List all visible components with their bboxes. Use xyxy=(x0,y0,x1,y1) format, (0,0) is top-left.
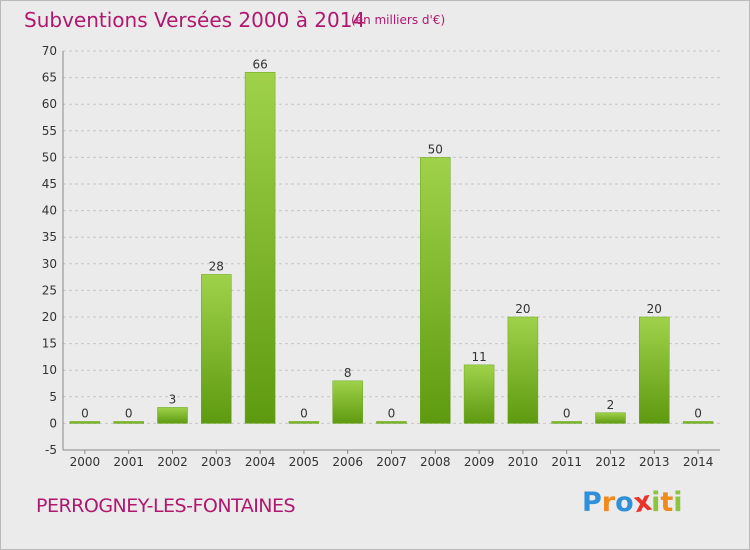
x-tick-label: 2009 xyxy=(464,455,495,469)
chart-title: Subventions Versées 2000 à 2014 xyxy=(24,8,366,32)
logo-letter: o xyxy=(615,487,634,518)
x-tick-label: 2012 xyxy=(595,455,626,469)
y-tick-label: 60 xyxy=(42,97,57,111)
logo-letter: r xyxy=(601,487,616,518)
chart-subtitle: (en milliers d'€) xyxy=(351,13,446,27)
bar-value-label: 0 xyxy=(81,406,89,420)
y-tick-label: 70 xyxy=(42,44,57,58)
bar xyxy=(113,421,144,424)
bar xyxy=(288,421,320,424)
y-tick-label: 65 xyxy=(42,71,57,85)
bar-value-label: 2 xyxy=(607,398,615,412)
bar xyxy=(639,316,670,424)
logo-letter: P xyxy=(582,487,602,518)
y-tick-label: 20 xyxy=(42,310,57,324)
y-tick-label: 45 xyxy=(42,177,57,191)
bar xyxy=(332,380,363,424)
bar-value-label: 0 xyxy=(388,406,396,420)
y-tick-label: 30 xyxy=(42,257,57,271)
y-tick-label: 10 xyxy=(42,363,57,377)
y-tick-label: 5 xyxy=(49,390,57,404)
bar-value-label: 0 xyxy=(694,406,702,420)
bar-value-label: 3 xyxy=(169,392,177,406)
x-tick-label: 2011 xyxy=(551,455,582,469)
bar xyxy=(463,364,495,424)
y-tick-label: 25 xyxy=(42,283,57,297)
y-tick-label: 40 xyxy=(42,204,57,218)
bar xyxy=(595,412,626,424)
grid-lines xyxy=(63,50,720,451)
y-tick-label: 0 xyxy=(49,416,57,430)
x-tick-label: 2007 xyxy=(376,455,407,469)
bar-value-label: 0 xyxy=(563,406,571,420)
bar xyxy=(551,421,582,424)
logo-letter: i xyxy=(651,487,661,518)
axes xyxy=(62,51,720,454)
bar-value-label: 0 xyxy=(125,406,133,420)
x-tick-label: 2006 xyxy=(332,455,363,469)
bar xyxy=(157,407,188,424)
bar-value-label: 28 xyxy=(209,259,224,273)
x-tick-label: 2003 xyxy=(201,455,232,469)
bar xyxy=(507,316,539,424)
x-tick-label: 2001 xyxy=(113,455,144,469)
x-tick-label: 2010 xyxy=(508,455,539,469)
x-tick-label: 2002 xyxy=(157,455,188,469)
bar xyxy=(201,274,232,424)
labels: -505101520253035404550556065700200002001… xyxy=(42,44,714,469)
logo-letter: t xyxy=(660,487,674,518)
bar xyxy=(682,421,714,424)
bar-value-label: 11 xyxy=(471,350,486,364)
bar-value-label: 0 xyxy=(300,406,308,420)
y-tick-label: 35 xyxy=(42,230,57,244)
bar xyxy=(376,421,407,424)
logo-letter: i xyxy=(673,487,683,518)
bar xyxy=(244,72,276,424)
x-tick-label: 2014 xyxy=(683,455,714,469)
bars xyxy=(69,72,714,424)
x-tick-label: 2000 xyxy=(70,455,101,469)
bar-value-label: 66 xyxy=(252,57,267,71)
place-name: PERROGNEY-LES-FONTAINES xyxy=(36,495,296,517)
bar-value-label: 50 xyxy=(428,142,443,156)
y-tick-label: 15 xyxy=(42,337,57,351)
bar xyxy=(420,157,451,424)
x-tick-label: 2004 xyxy=(245,455,276,469)
proxiti-logo: Proxiti xyxy=(582,486,683,520)
y-tick-label: -5 xyxy=(45,443,57,457)
x-tick-label: 2013 xyxy=(639,455,670,469)
y-tick-label: 55 xyxy=(42,124,57,138)
y-tick-label: 50 xyxy=(42,150,57,164)
bar xyxy=(69,421,101,424)
x-tick-label: 2008 xyxy=(420,455,451,469)
bar-value-label: 20 xyxy=(647,302,662,316)
x-tick-label: 2005 xyxy=(289,455,320,469)
bar-value-label: 8 xyxy=(344,366,352,380)
bar-value-label: 20 xyxy=(515,302,530,316)
